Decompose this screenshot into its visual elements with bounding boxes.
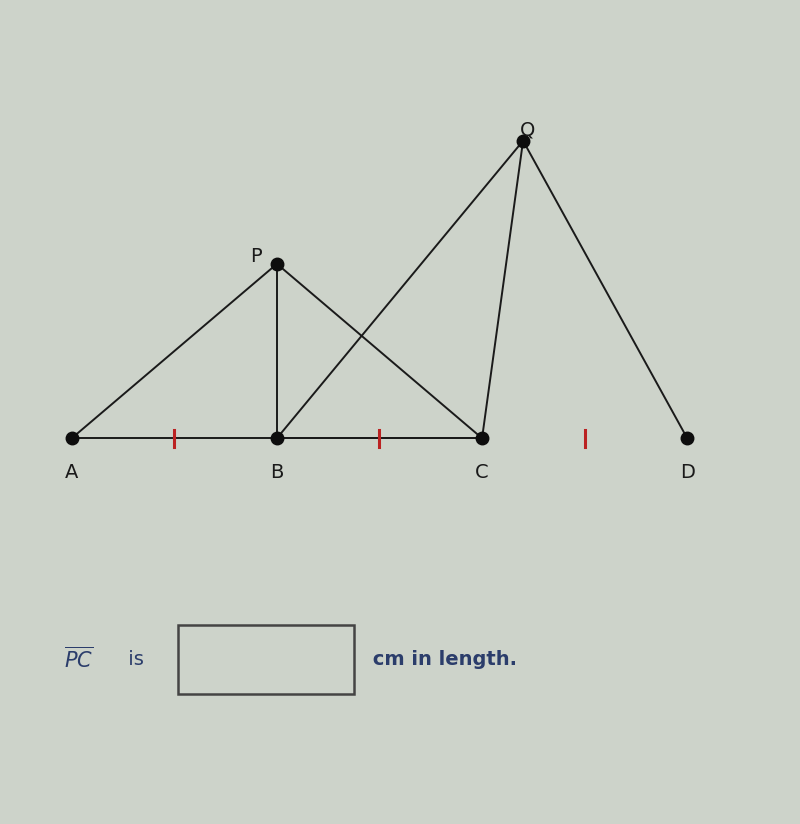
Text: A: A <box>65 463 78 482</box>
Text: Q: Q <box>519 120 535 139</box>
Text: B: B <box>270 463 284 482</box>
Text: C: C <box>475 463 489 482</box>
Text: cm in length.: cm in length. <box>366 649 517 669</box>
Text: is: is <box>122 649 143 669</box>
Text: D: D <box>680 463 694 482</box>
FancyBboxPatch shape <box>178 625 354 694</box>
Text: P: P <box>250 247 262 266</box>
Text: $\overline{PC}$: $\overline{PC}$ <box>64 647 93 672</box>
